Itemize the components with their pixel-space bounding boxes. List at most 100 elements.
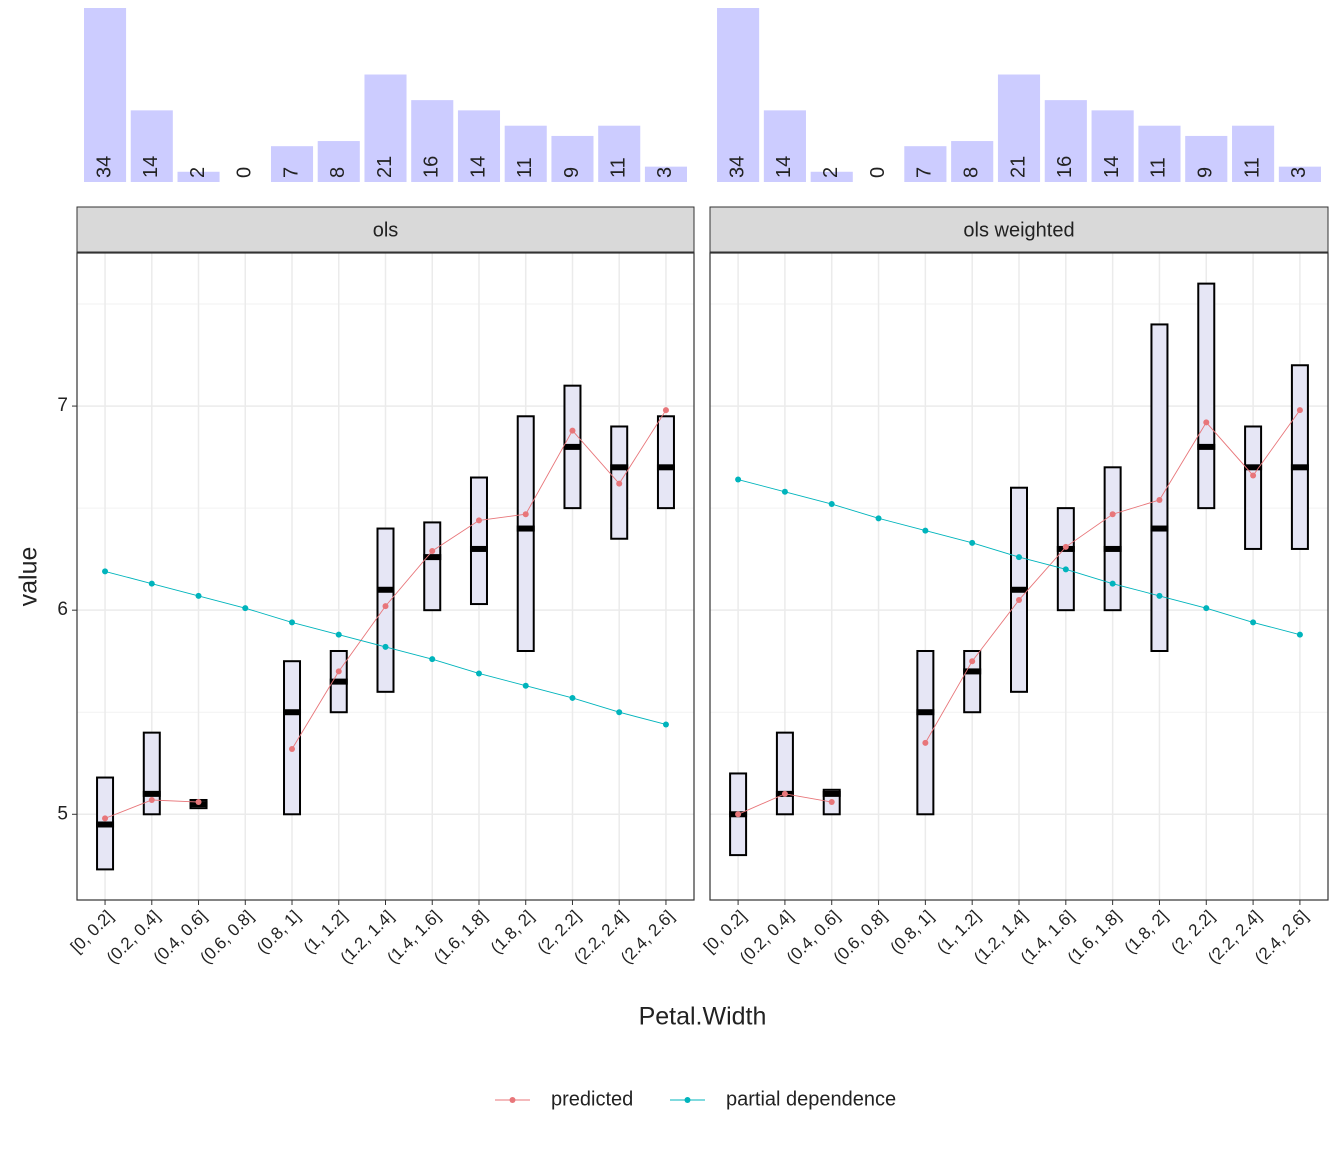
series-point [569, 427, 576, 434]
series-point [289, 745, 296, 752]
box-median [656, 464, 675, 471]
series-point [1203, 419, 1210, 426]
box-median [329, 678, 348, 685]
box-median [283, 709, 302, 716]
series-point [662, 407, 669, 414]
series-point [735, 476, 742, 483]
box-median [563, 443, 582, 450]
count-label: 8 [960, 167, 982, 178]
box [423, 521, 442, 612]
strip [709, 206, 1329, 253]
series-point [662, 721, 669, 728]
series-point [1296, 407, 1303, 414]
series-point [148, 580, 155, 587]
count-label: 21 [374, 156, 396, 178]
series-point [969, 539, 976, 546]
count-label: 0 [234, 167, 256, 178]
series-point [1109, 511, 1116, 518]
count-bar [810, 171, 853, 182]
box [775, 731, 794, 816]
series-point [922, 739, 929, 746]
count-bar [411, 100, 454, 182]
series-point [195, 592, 202, 599]
y-tick-label: 5 [57, 803, 68, 824]
count-bar [1185, 135, 1228, 182]
box-median [1150, 525, 1169, 532]
series-point [735, 811, 742, 818]
count-bar [951, 141, 994, 182]
y-axis-label: value [15, 547, 43, 607]
legend-label: partial dependence [726, 1088, 896, 1110]
count-bar [317, 141, 360, 182]
series-point [475, 670, 482, 677]
box [283, 660, 302, 816]
series-point [335, 668, 342, 675]
count-label: 34 [93, 156, 115, 178]
series-point [335, 631, 342, 638]
box [469, 476, 488, 606]
box [916, 649, 935, 816]
series-point [828, 799, 835, 806]
count-label: 11 [1148, 157, 1170, 178]
x-tick-label: (0.8, 1] [887, 907, 938, 958]
count-bar [177, 171, 220, 182]
box-median [376, 586, 395, 593]
count-bar [1138, 125, 1181, 182]
series-point [1203, 605, 1210, 612]
box-median [1010, 586, 1028, 593]
strip [76, 206, 695, 253]
count-label: 16 [421, 156, 443, 178]
series-point [616, 480, 623, 487]
box [1197, 282, 1216, 510]
box [1056, 507, 1075, 612]
count-bar [270, 146, 314, 182]
count-bar [1091, 110, 1134, 182]
series-point [969, 658, 976, 665]
box-median [1197, 443, 1216, 450]
count-label: 14 [773, 156, 795, 178]
box-median [423, 554, 442, 561]
count-bar [457, 110, 501, 182]
series-point [429, 656, 436, 663]
series-point [616, 709, 623, 716]
box-median [469, 545, 488, 552]
count-label: 7 [914, 167, 936, 178]
count-bar [717, 8, 760, 182]
legend-point [684, 1097, 691, 1103]
count-bar [997, 74, 1041, 182]
count-bar [1232, 125, 1275, 182]
panel-border [709, 252, 1329, 901]
series-point [1156, 592, 1163, 599]
series-point [1156, 496, 1163, 503]
x-tick-label: (1.8, 2] [487, 907, 538, 958]
count-label: 16 [1054, 156, 1076, 178]
box-median [916, 709, 935, 716]
count-label: 14 [140, 156, 162, 178]
series-point [148, 796, 155, 803]
count-bar [1044, 100, 1087, 182]
series-point [102, 815, 109, 822]
series-point [1109, 580, 1116, 587]
series-point [475, 517, 482, 524]
x-tick-label: (1.8, 2] [1121, 907, 1172, 958]
count-label: 11 [607, 157, 629, 178]
box [1103, 466, 1122, 612]
count-label: 3 [654, 167, 676, 178]
count-label: 34 [726, 156, 748, 178]
count-bar [84, 8, 127, 182]
series-point [522, 682, 529, 689]
count-bar [364, 74, 407, 182]
box-median [963, 668, 982, 675]
count-bar [504, 125, 547, 182]
series-point [569, 694, 576, 701]
box [1150, 323, 1169, 652]
box-median [1103, 545, 1122, 552]
count-bar [904, 146, 947, 182]
panel-title: ols weighted [963, 219, 1074, 241]
count-label: 2 [187, 167, 209, 178]
count-label: 21 [1007, 156, 1029, 178]
series-point [522, 511, 529, 518]
count-bar [644, 166, 687, 182]
count-label: 7 [280, 167, 302, 178]
box [963, 649, 982, 714]
